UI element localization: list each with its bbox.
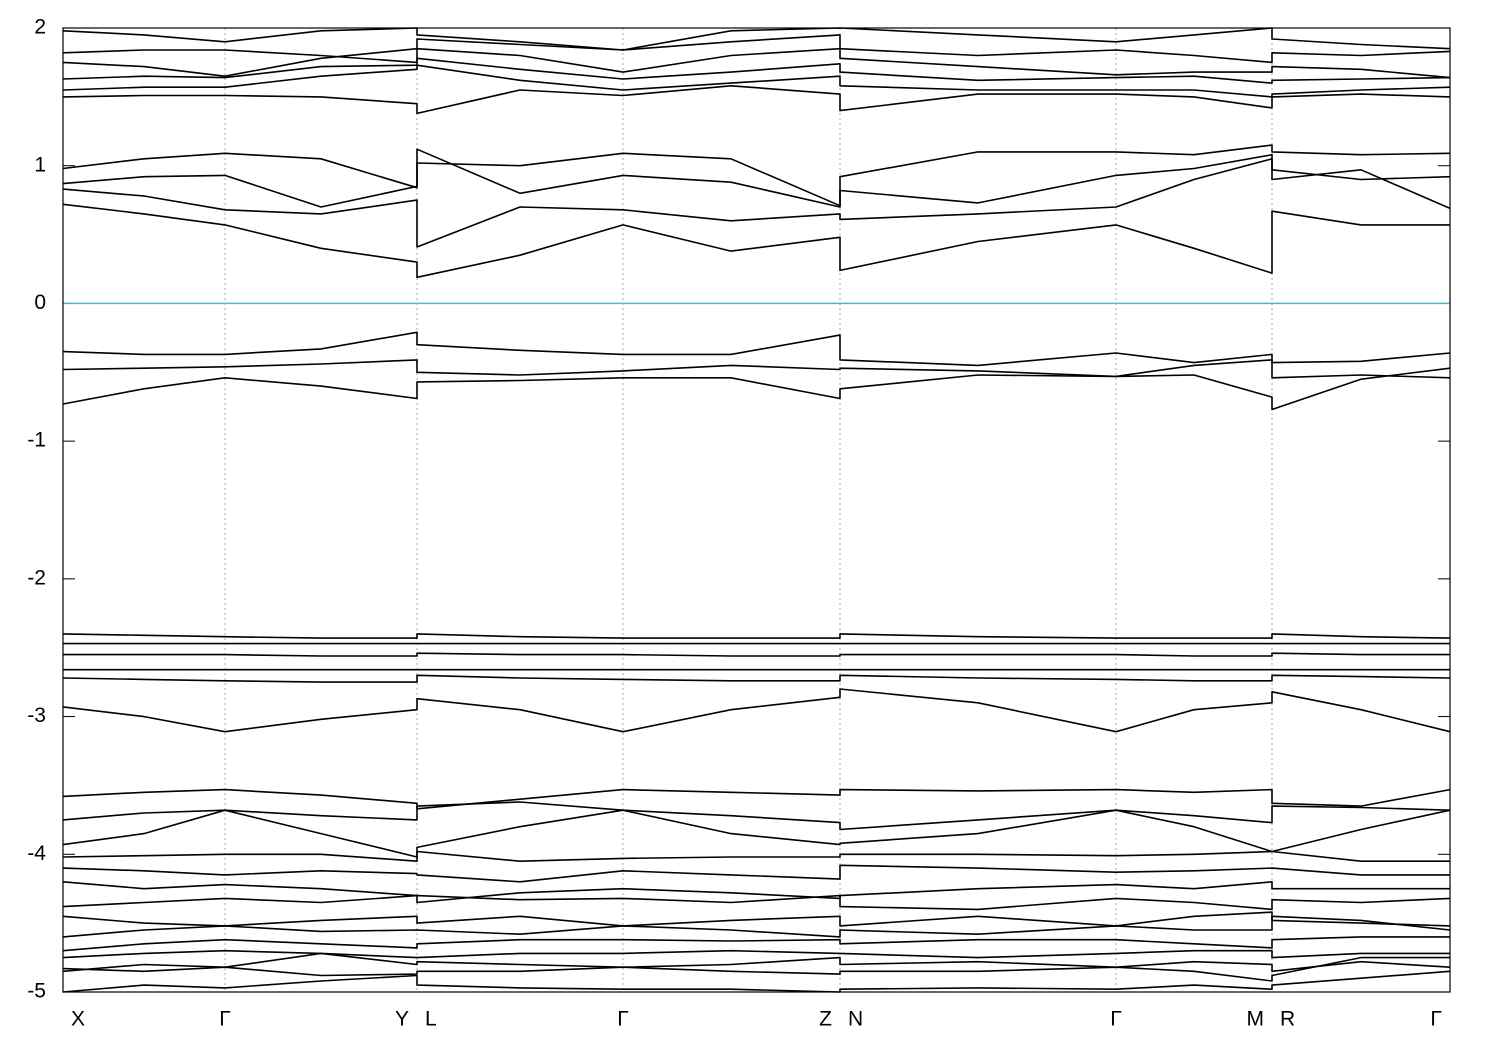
y-tick-label: -1 <box>27 429 46 452</box>
band-line <box>62 85 1451 115</box>
y-tick-label: -2 <box>27 566 46 589</box>
y-tick-label: -4 <box>27 842 46 865</box>
band-line <box>62 27 1451 51</box>
band-line <box>62 633 1451 639</box>
band-line <box>62 674 1451 683</box>
band-line <box>62 203 1450 279</box>
x-tick-label: N <box>848 1008 863 1031</box>
x-tick-label: Γ <box>617 1008 629 1031</box>
band-line <box>62 850 1450 862</box>
y-tick-label: 2 <box>34 16 46 39</box>
band-line <box>62 911 1451 927</box>
band-line <box>63 652 1450 657</box>
x-tick-label: Γ <box>1110 1008 1122 1031</box>
band-line <box>62 158 1451 248</box>
band-line <box>62 881 1450 904</box>
y-tick-label: -3 <box>27 704 46 727</box>
x-tick-label: Z <box>819 1008 832 1031</box>
band-line <box>62 894 1451 911</box>
band-line <box>62 57 1451 84</box>
band-line <box>62 34 1451 64</box>
band-line <box>62 936 1450 952</box>
band-line <box>62 331 1451 367</box>
y-tick-label: 0 <box>34 291 46 314</box>
band-line <box>62 367 1451 411</box>
x-tick-label: Y <box>395 1008 409 1031</box>
band-line <box>62 970 1451 993</box>
plot-frame <box>62 27 1451 993</box>
band-line <box>62 801 1451 831</box>
y-tick-label: -5 <box>27 980 46 1003</box>
band-line <box>62 809 1451 858</box>
band-line <box>62 956 1450 982</box>
band-line <box>62 949 1450 959</box>
band-line <box>62 864 1450 883</box>
x-tick-label: R <box>1280 1008 1295 1031</box>
band-line <box>62 144 1451 207</box>
y-tick-label: 1 <box>34 153 46 176</box>
x-tick-label: L <box>425 1008 437 1031</box>
band-line <box>62 952 1451 973</box>
band-line <box>62 148 1451 208</box>
x-tick-label: X <box>71 1008 85 1031</box>
band-line <box>62 915 1451 938</box>
x-tick-label: Γ <box>219 1008 231 1031</box>
band-line <box>62 64 1451 98</box>
x-tick-label: M <box>1247 1008 1265 1031</box>
band-line <box>62 788 1451 810</box>
band-line <box>62 688 1451 733</box>
x-tick-label: Γ <box>1430 1008 1442 1031</box>
band-line <box>62 359 1451 379</box>
